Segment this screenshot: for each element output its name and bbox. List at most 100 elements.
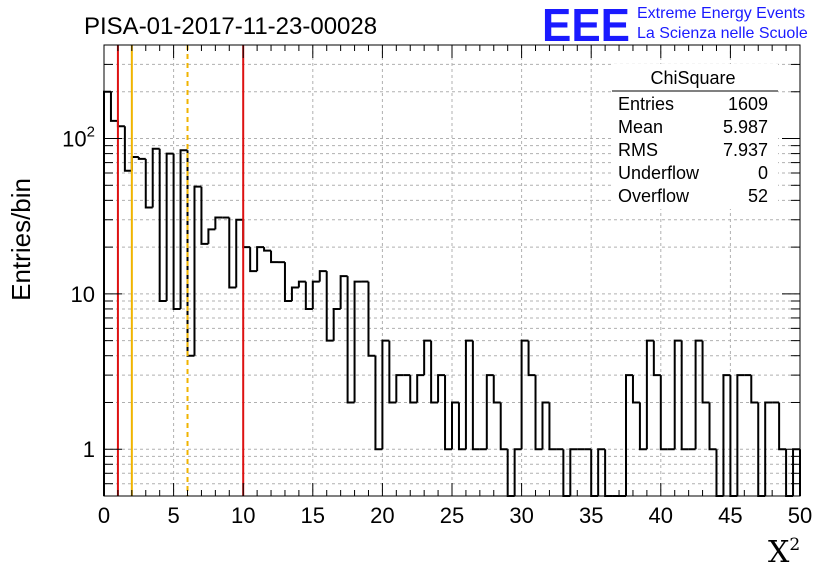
- grid: [104, 45, 800, 496]
- x-tick-label: 35: [579, 503, 603, 528]
- x-tick-label: 0: [98, 503, 110, 528]
- histogram-bin: [270, 250, 278, 264]
- histogram-bin: [256, 246, 265, 272]
- histogram-bin: [708, 402, 717, 451]
- stats-value: 52: [748, 186, 768, 206]
- plot-title: PISA-01-2017-11-23-00028: [84, 13, 377, 40]
- stats-box-background: [612, 64, 778, 209]
- histogram-bin: [304, 281, 313, 310]
- histogram-bin: [263, 247, 272, 252]
- histogram-bin: [471, 340, 480, 451]
- axis-ticks: [103, 45, 801, 496]
- stats-label: Overflow: [618, 186, 690, 206]
- histogram-bin: [137, 157, 146, 160]
- histogram-bin: [457, 402, 466, 451]
- histogram-bin: [625, 374, 633, 496]
- histogram-bin: [680, 340, 689, 451]
- x-tick-label: 45: [718, 503, 742, 528]
- histogram-bin: [144, 158, 153, 209]
- histogram-bin: [311, 280, 320, 309]
- histogram-bin: [736, 374, 745, 496]
- histogram-bin: [290, 286, 299, 301]
- x-axis-label-superscript: 2: [789, 535, 800, 555]
- histogram-bin: [395, 374, 404, 403]
- y-tick-label-base: 10: [62, 127, 86, 152]
- histogram-bin: [235, 218, 244, 288]
- x-tick-label: 10: [231, 503, 255, 528]
- logo-line-2: La Scienza nelle Scuole: [637, 25, 808, 42]
- histogram-bin: [339, 275, 348, 309]
- histogram-bin: [652, 340, 661, 377]
- histogram-bin: [283, 262, 292, 302]
- y-tick-label-exponent: 2: [87, 124, 95, 141]
- histogram-bin: [722, 374, 731, 496]
- stats-value: 1609: [728, 94, 768, 114]
- histogram-bin: [638, 402, 647, 451]
- histogram-bin: [332, 307, 341, 341]
- histogram-bin: [207, 228, 216, 244]
- histogram-bin: [569, 448, 578, 496]
- y-tick-label-base: 10: [71, 282, 95, 307]
- histogram-bin: [297, 280, 306, 288]
- stats-label: Entries: [618, 94, 674, 114]
- x-tick-label: 15: [301, 503, 325, 528]
- x-axis-label: X2: [768, 535, 800, 570]
- stats-box: ChiSquare Entries 1609 Mean 5.987 RMS 7.937 Un…: [612, 64, 778, 209]
- histogram-bin: [444, 375, 452, 451]
- stats-label: RMS: [618, 140, 658, 160]
- eee-logo-mark: EEE: [542, 0, 630, 51]
- histogram-bin: [381, 339, 390, 450]
- histogram-bin: [409, 375, 418, 404]
- histogram-bin: [158, 148, 167, 302]
- histogram-bin: [179, 149, 188, 309]
- histogram-bin: [513, 448, 522, 496]
- stats-value: 5.987: [723, 117, 768, 137]
- histogram-bin: [109, 91, 118, 122]
- histogram-bin: [430, 340, 439, 404]
- histogram-bin: [388, 340, 397, 404]
- histogram-bin: [464, 339, 473, 450]
- histogram-bin: [249, 247, 258, 273]
- y-tick-label: 102: [62, 124, 95, 152]
- histogram-bin: [548, 402, 557, 451]
- stats-label: Underflow: [618, 163, 700, 183]
- histogram-bin: [701, 340, 710, 404]
- y-axis-label: Entries/bin: [6, 178, 36, 301]
- y-tick-label: 10: [71, 282, 95, 307]
- x-tick-label: 20: [370, 503, 394, 528]
- y-tick-label-base: 1: [83, 437, 95, 462]
- histogram-bin: [416, 374, 425, 403]
- histogram-bin: [541, 401, 550, 450]
- histogram-bin: [527, 340, 536, 377]
- histogram-bin: [172, 153, 181, 310]
- histogram-bin: [165, 152, 174, 301]
- threshold-lines: [116, 45, 245, 496]
- histogram-bin: [325, 271, 334, 342]
- x-tick-label: 50: [788, 503, 812, 528]
- histogram-bin: [200, 186, 209, 245]
- x-tick-label: 30: [509, 503, 533, 528]
- x-tick-labels: 0 5 10 15 20 25 30 35 40 45 50: [98, 503, 812, 528]
- histogram-bin: [318, 270, 327, 282]
- histogram-bin: [353, 280, 362, 403]
- histogram-bin: [123, 126, 132, 172]
- histogram-bin: [659, 375, 668, 451]
- histogram-bin: [492, 375, 501, 404]
- histogram-bin: [437, 374, 446, 403]
- histogram-bin: [367, 281, 376, 357]
- histogram-bin: [673, 339, 682, 450]
- histogram-bin: [631, 375, 640, 404]
- y-tick-label: 1: [83, 437, 95, 462]
- histogram-bin: [534, 375, 543, 451]
- histogram-bin: [423, 339, 432, 376]
- eee-logo: EEE Extreme Energy Events La Scienza nel…: [542, 0, 808, 51]
- x-tick-label: 40: [649, 503, 673, 528]
- stats-title: ChiSquare: [650, 68, 735, 88]
- histogram-bin: [485, 374, 494, 450]
- stats-value: 0: [758, 163, 768, 183]
- histogram-bin: [346, 276, 355, 404]
- histogram-bin: [520, 339, 529, 450]
- histogram-bin: [151, 147, 160, 208]
- x-tick-label: 5: [167, 503, 179, 528]
